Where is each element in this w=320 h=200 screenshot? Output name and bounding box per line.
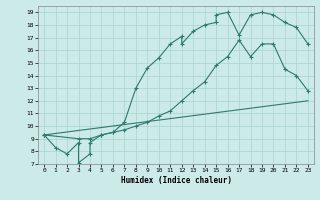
X-axis label: Humidex (Indice chaleur): Humidex (Indice chaleur) xyxy=(121,176,231,185)
